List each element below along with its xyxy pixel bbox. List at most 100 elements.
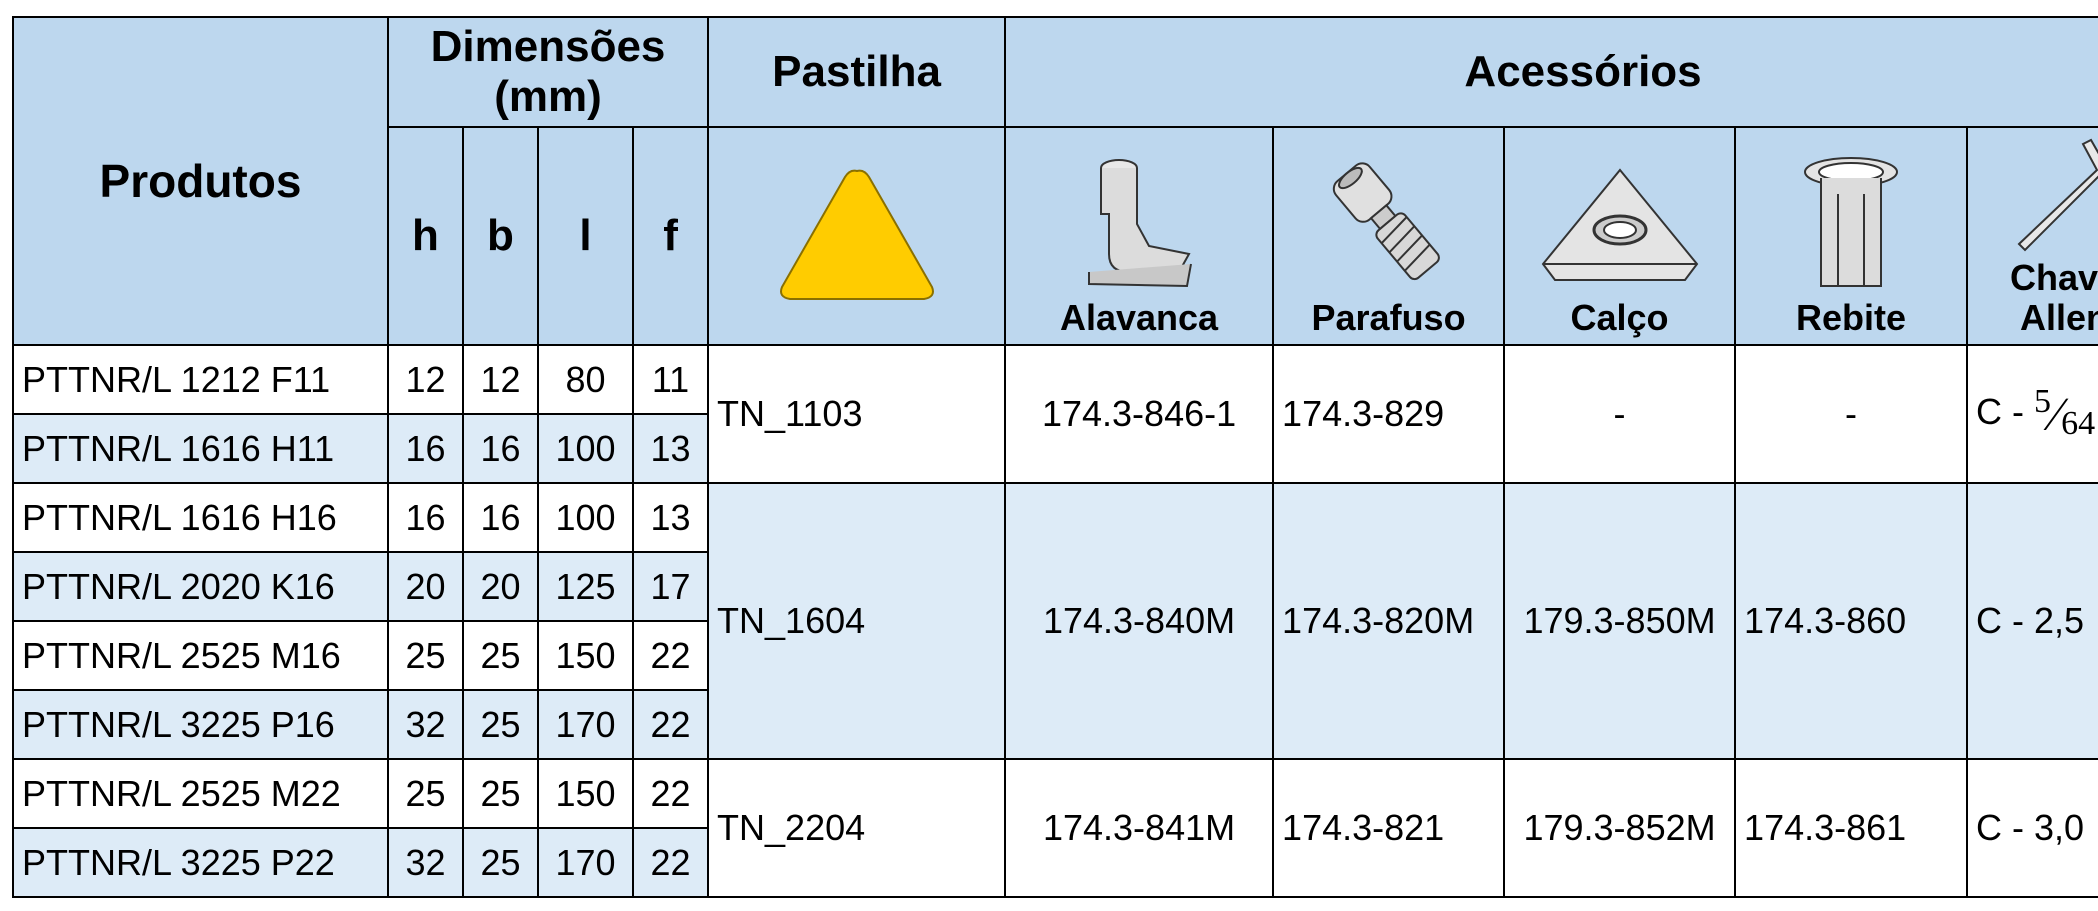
dimension-cell: 22: [631, 620, 710, 691]
dimension-cell: 25: [462, 827, 539, 898]
accessory-cell: 179.3-850M: [1503, 482, 1737, 760]
table-row: PTTNR/L 1616 H11 16 16 100 13: [12, 413, 2098, 484]
accessory-cell: C - 2,5: [1966, 482, 2098, 760]
accessory-label: Chave Allen: [2010, 257, 2098, 338]
product-cell: PTTNR/L 1212 F11: [12, 344, 389, 415]
fraction-denominator: 64: [2061, 405, 2096, 442]
accessory-label: Alavanca: [1059, 297, 1219, 338]
accessory-label: Rebite: [1796, 297, 1907, 338]
dimension-cell: 25: [462, 758, 539, 829]
dimension-cell: 100: [537, 413, 634, 484]
accessory-value: 174.3-861: [1744, 807, 1907, 848]
accessory-value: 174.3-821: [1282, 807, 1445, 848]
dimension-cell: 150: [537, 758, 634, 829]
rivet-icon: [1804, 157, 1899, 287]
accessory-cell: 179.3-852M: [1503, 758, 1737, 898]
dimensions-header: Dimensões (mm): [386, 16, 710, 128]
accessory-cell: -: [1503, 344, 1737, 484]
accessory-value: 174.3-841M: [1042, 807, 1236, 848]
accessory-cell: C -5 ∕ 64: [1966, 344, 2098, 484]
dimension-column: f: [631, 126, 710, 346]
accessory-value: C - 3,0: [1976, 807, 2085, 848]
dimension-cell: 16: [462, 413, 539, 484]
table-row: PTTNR/L 1616 H16 16 16 100 13 TN_1604 174.3-84…: [12, 482, 2098, 760]
insert-header: Pastilha: [707, 16, 1007, 128]
table-row: PTTNR/L 3225 P22 32 25 170 22: [12, 827, 2098, 898]
table-row: PTTNR/L 2525 M22 25 25 150 22 TN_2204 174.3-84…: [12, 758, 2098, 898]
table-body: PTTNR/L 1212 F11 12 12 80 11 TN_1103 174.3-846…: [12, 344, 2098, 898]
accessory-cell: 174.3-820M: [1272, 482, 1506, 760]
dimension-cell: 13: [631, 413, 710, 484]
dimension-cell: 150: [537, 620, 634, 691]
accessory-label: Parafuso: [1311, 297, 1466, 338]
accessory-cell: 174.3-821: [1272, 758, 1506, 898]
table-row: PTTNR/L 2525 M16 25 25 150 22: [12, 620, 2098, 691]
product-cell: PTTNR/L 2525 M22: [12, 758, 389, 829]
dimension-cell: 16: [387, 413, 464, 484]
dimension-cell: 20: [462, 551, 539, 622]
accessory-label: Calço: [1570, 297, 1669, 338]
accessory-value: -: [1845, 393, 1858, 434]
dimension-cell: 12: [462, 344, 539, 415]
accessory-cell: 174.3-861: [1734, 758, 1969, 898]
dimension-cell: 16: [462, 482, 539, 553]
dimension-cell: 32: [387, 827, 464, 898]
accessory-cell: C - 3,0: [1966, 758, 2098, 898]
fraction-numerator: 5: [2034, 383, 2052, 420]
accessory-cell: -: [1734, 344, 1969, 484]
dimension-cell: 13: [631, 482, 710, 553]
product-cell: PTTNR/L 1616 H16: [12, 482, 389, 553]
product-table: Produtos Dimensões (mm) Pastilha Acessór…: [12, 16, 2098, 898]
insert-icon-cell: [707, 126, 1007, 346]
accessory-value: 179.3-850M: [1523, 600, 1716, 641]
dimension-cell: 16: [387, 482, 464, 553]
allen-key-icon: [2017, 138, 2098, 252]
accessory-cell: 174.3-846-1: [1004, 344, 1275, 484]
accessories-header: Acessórios: [1004, 16, 2098, 128]
dimension-cell: 22: [631, 689, 710, 760]
dimension-column: l: [537, 126, 634, 346]
accessory-value: 174.3-860: [1744, 600, 1907, 641]
accessory-value: 174.3-820M: [1282, 600, 1475, 641]
insert-cell: TN_1604: [707, 482, 1007, 760]
accessory-value: C - 2,5: [1976, 600, 2085, 641]
insert-cell: TN_2204: [707, 758, 1007, 898]
dimension-cell: 170: [537, 827, 634, 898]
insert-cell: TN_1103: [707, 344, 1007, 484]
product-cell: PTTNR/L 2020 K16: [12, 551, 389, 622]
table-row: PTTNR/L 3225 P16 32 25 170 22: [12, 689, 2098, 760]
dimension-cell: 100: [537, 482, 634, 553]
accessory-cell: 174.3-860: [1734, 482, 1969, 760]
dimension-cell: 25: [462, 689, 539, 760]
shim-icon: [1541, 168, 1698, 281]
accessory-value: 174.3-846-1: [1041, 393, 1237, 434]
table-row: PTTNR/L 2020 K16 20 20 125 17: [12, 551, 2098, 622]
dimension-cell: 12: [387, 344, 464, 415]
accessory-value: 174.3-829: [1282, 393, 1445, 434]
insert-icon: [779, 169, 934, 300]
dimension-cell: 32: [387, 689, 464, 760]
dimension-cell: 17: [631, 551, 710, 622]
accessory-value: -: [1613, 393, 1626, 434]
dimension-column: b: [462, 126, 539, 346]
accessory-cell: 174.3-841M: [1004, 758, 1275, 898]
dimension-cell: 25: [387, 758, 464, 829]
dimension-cell: 20: [387, 551, 464, 622]
dimension-cell: 22: [631, 758, 710, 829]
product-cell: PTTNR/L 2525 M16: [12, 620, 389, 691]
accessory-cell: 174.3-840M: [1004, 482, 1275, 760]
dimension-cell: 170: [537, 689, 634, 760]
product-cell: PTTNR/L 3225 P22: [12, 827, 389, 898]
products-header: Produtos: [12, 16, 389, 346]
accessory-value: 179.3-852M: [1523, 807, 1716, 848]
fraction-slash: ∕: [2052, 387, 2061, 441]
accessory-value: C -: [1976, 390, 2025, 432]
dimension-cell: 11: [631, 344, 710, 415]
accessory-value: 174.3-840M: [1042, 600, 1236, 641]
screw-icon: [1332, 162, 1440, 281]
fraction: 5 ∕ 64: [2034, 383, 2096, 442]
accessory-cell: 174.3-829: [1272, 344, 1506, 484]
dimension-cell: 80: [537, 344, 634, 415]
dimension-cell: 125: [537, 551, 634, 622]
